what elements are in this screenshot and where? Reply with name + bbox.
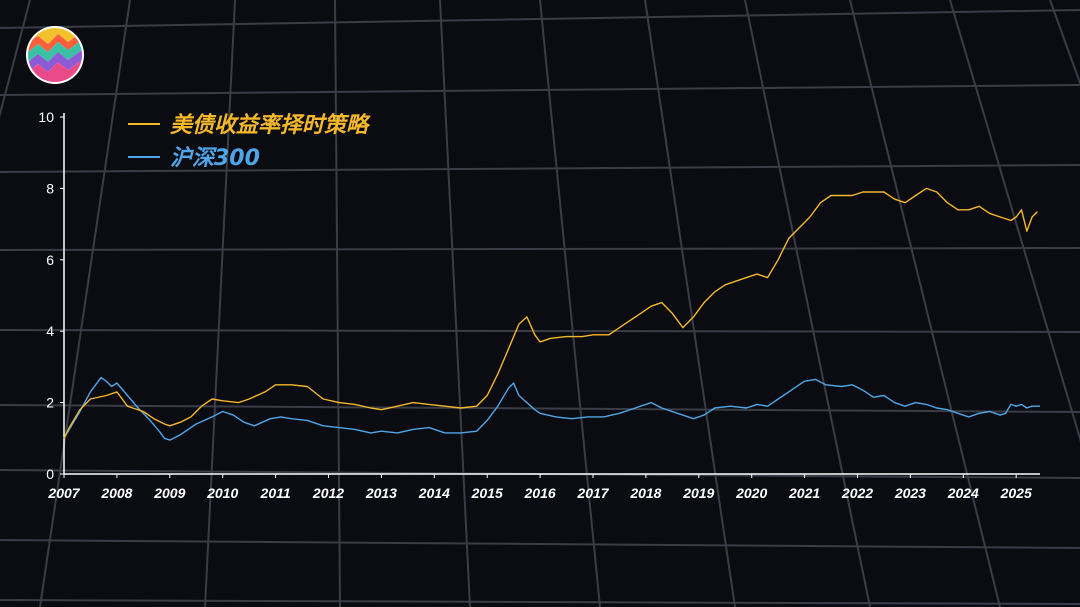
x-tick-label: 2009 <box>153 485 185 501</box>
bg-grid-vline <box>644 0 736 607</box>
bg-grid-vline <box>849 0 1001 607</box>
x-tick-label: 2020 <box>735 485 767 501</box>
bg-grid-vline <box>949 0 1080 442</box>
x-tick-label: 2011 <box>260 485 291 501</box>
y-tick-label: 10 <box>38 109 54 125</box>
legend: 美债收益率择时策略 沪深300 <box>128 112 371 171</box>
bg-grid-hline <box>0 404 1080 413</box>
y-tick-label: 8 <box>46 180 54 196</box>
legend-item-strategy: 美债收益率择时策略 <box>128 112 371 138</box>
x-tick-label: 2008 <box>100 485 132 501</box>
bg-grid-vline <box>204 0 236 607</box>
x-tick-label: 2021 <box>788 485 820 501</box>
bg-grid-vline <box>334 0 341 607</box>
x-tick-label: 2024 <box>947 485 979 501</box>
x-tick-label: 2016 <box>524 485 556 501</box>
legend-label-csi300: 沪深300 <box>170 146 260 171</box>
bg-grid-hline <box>0 164 1080 173</box>
y-tick-label: 0 <box>46 466 54 482</box>
bg-grid-vline <box>744 0 871 607</box>
x-tick-label: 2022 <box>841 485 873 501</box>
bg-grid-hline <box>0 247 1080 251</box>
x-tick-label: 2012 <box>312 485 344 501</box>
y-tick-label: 4 <box>46 323 54 339</box>
x-axis: 2007 2008 2009 2010 2011 2012 2013 2014 2015 2016… <box>47 473 1040 501</box>
x-tick-label: 2025 <box>1000 485 1032 501</box>
legend-label-strategy: 美债收益率择时策略 <box>170 112 371 138</box>
series-line-csi300 <box>63 376 1040 441</box>
x-tick-label: 2018 <box>629 485 661 501</box>
bg-grid-hline <box>0 599 1080 605</box>
x-tick-label: 2017 <box>576 485 609 501</box>
series-layer <box>63 187 1040 441</box>
x-tick-label: 2007 <box>47 485 80 501</box>
bg-grid-vline <box>39 0 131 607</box>
legend-item-csi300: 沪深300 <box>128 146 260 171</box>
x-tick-label: 2019 <box>682 485 714 501</box>
bg-grid-vline <box>0 0 31 118</box>
x-tick-label: 2023 <box>894 485 926 501</box>
y-tick-label: 6 <box>46 252 54 268</box>
x-tick-label: 2015 <box>471 485 503 501</box>
x-tick-label: 2013 <box>365 485 397 501</box>
brand-logo-icon <box>28 28 82 82</box>
bg-grid-hline <box>0 9 1080 29</box>
bg-grid-vline <box>539 0 601 607</box>
y-tick-label: 2 <box>46 395 54 411</box>
bg-grid-vline <box>439 0 471 607</box>
x-tick-label: 2010 <box>206 485 238 501</box>
bg-grid-hline <box>0 329 1080 333</box>
bg-grid-hline <box>0 539 1080 549</box>
y-axis: 0 2 4 6 8 10 <box>38 109 65 482</box>
bg-grid-hline <box>0 84 1080 96</box>
x-tick-label: 2014 <box>418 485 450 501</box>
series-line-strategy <box>63 187 1038 439</box>
